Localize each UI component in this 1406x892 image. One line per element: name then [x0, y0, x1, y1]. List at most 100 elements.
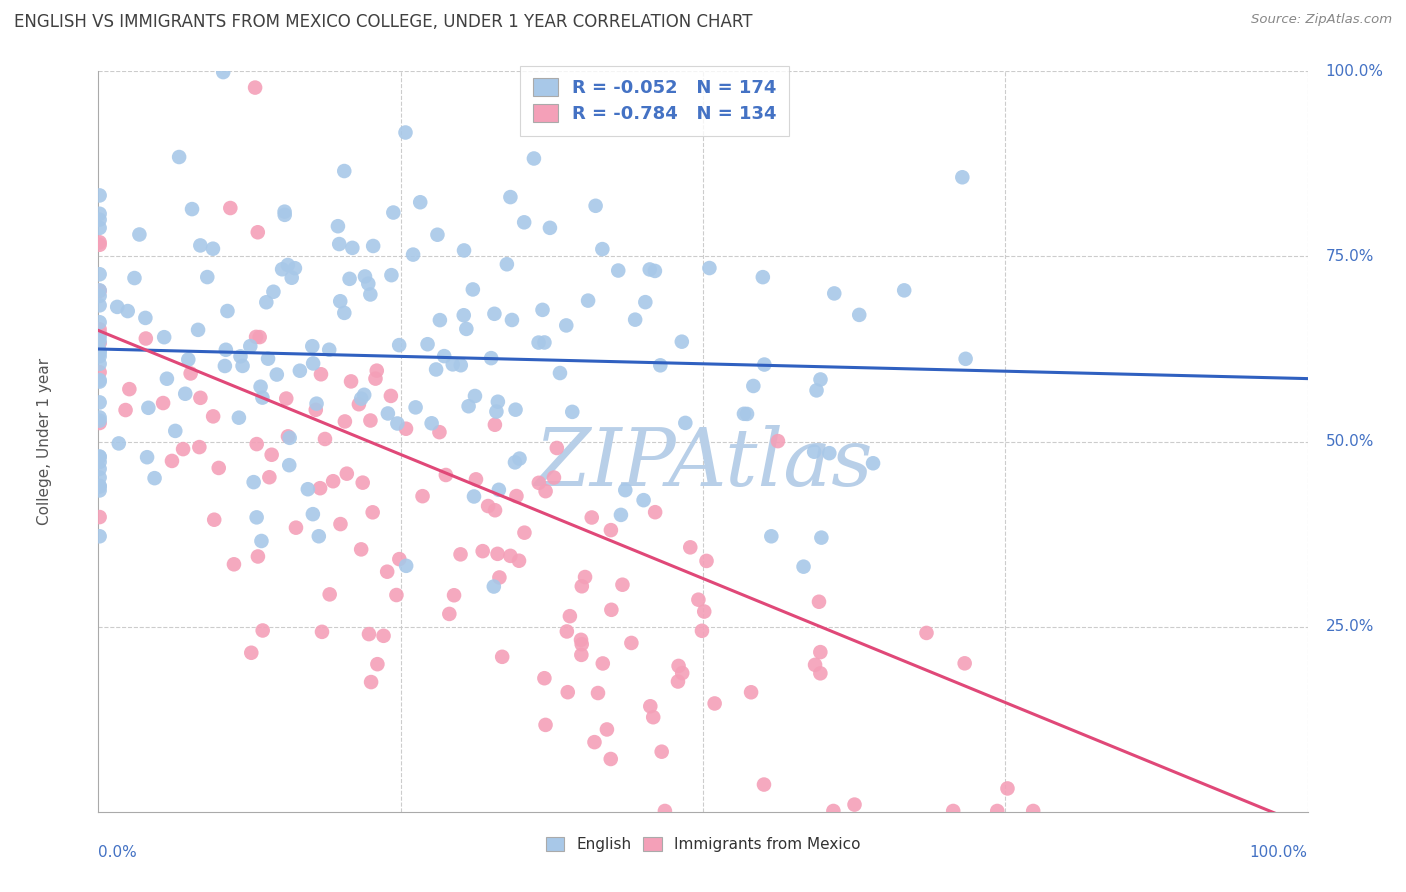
Point: [305, 397, 328, 411]
Point: [89, 283, 111, 297]
Point: [581, 510, 603, 524]
Point: [89, 345, 111, 359]
Point: [215, 343, 238, 357]
Point: [118, 382, 141, 396]
Point: [89, 450, 111, 464]
Point: [328, 237, 350, 252]
Point: [429, 425, 451, 439]
Point: [342, 241, 364, 255]
Point: [138, 401, 160, 415]
Point: [124, 271, 146, 285]
Point: [599, 523, 621, 537]
Point: [89, 357, 111, 371]
Point: [89, 207, 111, 221]
Point: [105, 300, 128, 314]
Point: [377, 407, 399, 421]
Point: [246, 225, 269, 239]
Point: [249, 330, 271, 344]
Point: [457, 399, 479, 413]
Point: [561, 405, 583, 419]
Point: [352, 475, 374, 490]
Point: [395, 422, 418, 436]
Legend: English, Immigrants from Mexico: English, Immigrants from Mexico: [538, 830, 868, 860]
Point: [1022, 804, 1045, 818]
Point: [252, 624, 274, 638]
Point: [893, 284, 915, 298]
Point: [195, 270, 218, 285]
Point: [380, 268, 402, 282]
Point: [464, 389, 486, 403]
Point: [733, 407, 755, 421]
Point: [640, 699, 662, 714]
Point: [463, 490, 485, 504]
Point: [89, 326, 111, 341]
Point: [388, 552, 411, 566]
Point: [382, 205, 405, 219]
Point: [172, 442, 194, 456]
Point: [485, 404, 508, 418]
Text: College, Under 1 year: College, Under 1 year: [37, 358, 52, 525]
Point: [848, 308, 870, 322]
Point: [246, 510, 269, 524]
Point: [89, 410, 111, 425]
Point: [188, 440, 211, 454]
Point: [254, 295, 277, 310]
Point: [278, 458, 301, 473]
Point: [688, 592, 710, 607]
Point: [246, 549, 269, 564]
Point: [257, 351, 280, 366]
Point: [557, 685, 579, 699]
Point: [477, 499, 499, 513]
Point: [361, 239, 384, 253]
Point: [243, 80, 266, 95]
Point: [89, 483, 111, 498]
Point: [643, 710, 665, 724]
Point: [89, 470, 111, 484]
Point: [461, 282, 484, 296]
Point: [513, 525, 536, 540]
Point: [107, 436, 129, 450]
Point: [89, 336, 111, 351]
Point: [388, 338, 411, 352]
Point: [486, 394, 509, 409]
Text: 75.0%: 75.0%: [1326, 249, 1374, 264]
Point: [942, 804, 965, 818]
Point: [249, 380, 271, 394]
Point: [89, 284, 111, 298]
Point: [259, 470, 281, 484]
Point: [250, 533, 273, 548]
Point: [696, 554, 718, 568]
Point: [305, 402, 328, 417]
Point: [443, 588, 465, 602]
Point: [569, 648, 592, 662]
Point: [278, 431, 301, 445]
Point: [277, 429, 299, 443]
Point: [375, 565, 398, 579]
Point: [143, 471, 166, 485]
Point: [612, 578, 634, 592]
Point: [752, 270, 775, 285]
Point: [804, 657, 827, 672]
Point: [986, 804, 1008, 818]
Point: [538, 220, 561, 235]
Point: [527, 475, 550, 490]
Point: [671, 334, 693, 349]
Point: [752, 778, 775, 792]
Point: [297, 482, 319, 496]
Point: [229, 350, 252, 364]
Point: [569, 632, 592, 647]
Point: [671, 666, 693, 681]
Point: [496, 257, 519, 271]
Point: [201, 242, 224, 256]
Point: [491, 649, 513, 664]
Point: [89, 334, 111, 349]
Point: [373, 629, 395, 643]
Point: [803, 444, 825, 458]
Point: [350, 542, 373, 557]
Point: [644, 264, 666, 278]
Point: [555, 624, 578, 639]
Point: [128, 227, 150, 242]
Point: [89, 237, 111, 252]
Point: [311, 624, 333, 639]
Point: [586, 686, 609, 700]
